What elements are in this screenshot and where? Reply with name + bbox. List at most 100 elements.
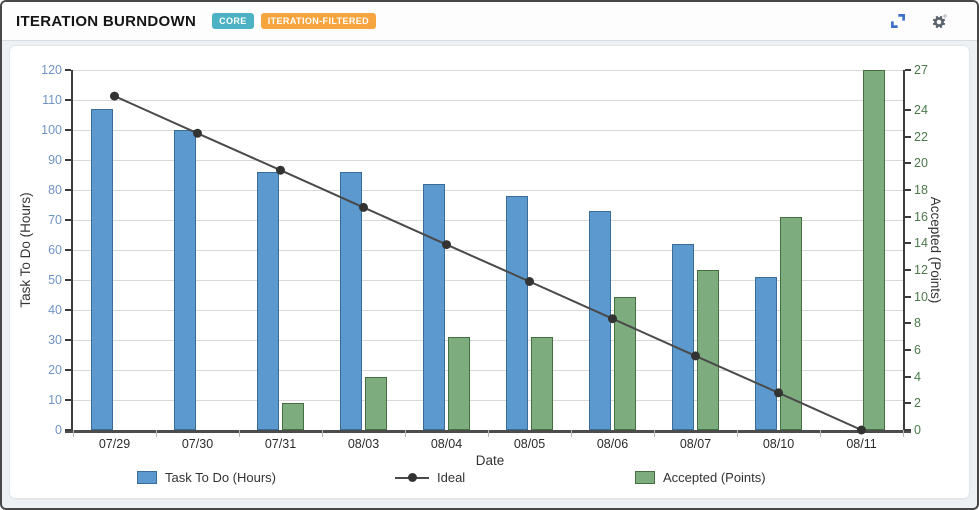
grid-line (73, 400, 903, 401)
y-axis-tick-left (65, 279, 71, 281)
x-axis-boundary-tick (488, 430, 489, 437)
ideal-point[interactable] (691, 351, 700, 361)
bar-accepted[interactable] (780, 216, 802, 430)
chart-panel: Task To Do (Hours) Accepted (Points) Dat… (10, 46, 969, 498)
legend-item-task-to-do-hours[interactable]: Task To Do (Hours) (137, 470, 276, 485)
grid-line (73, 220, 903, 221)
bar-task-to-do[interactable] (91, 109, 113, 430)
ideal-point[interactable] (193, 128, 202, 138)
y-axis-tick-label-left: 20 (48, 363, 62, 377)
bar-accepted[interactable] (282, 403, 304, 430)
y-axis-tick-left (65, 429, 71, 431)
y-axis-tick-label-right: 18 (914, 183, 928, 197)
bar-task-to-do[interactable] (340, 172, 362, 430)
y-axis-tick-left (65, 309, 71, 311)
bar-task-to-do[interactable] (257, 172, 279, 430)
badge-list: CORE ITERATION-FILTERED (212, 13, 377, 29)
y-axis-tick-label-left: 0 (55, 423, 62, 437)
bar-task-to-do[interactable] (174, 130, 196, 430)
x-axis-boundary-tick (239, 430, 240, 437)
bar-task-to-do[interactable] (423, 184, 445, 430)
bar-accepted[interactable] (448, 336, 470, 430)
grid-line (73, 280, 903, 281)
y-axis-tick-left (65, 99, 71, 101)
bar-accepted[interactable] (697, 270, 719, 430)
y-axis-tick-right (905, 402, 911, 405)
grid-line (73, 250, 903, 251)
bar-task-to-do[interactable] (672, 244, 694, 430)
ideal-point[interactable] (774, 388, 783, 398)
ideal-point[interactable] (608, 314, 617, 324)
y-axis-tick-label-right: 2 (914, 396, 921, 411)
y-axis-tick-right (905, 269, 911, 271)
ideal-point[interactable] (857, 425, 866, 435)
y-axis-tick-label-left: 50 (48, 273, 62, 287)
ideal-point[interactable] (359, 202, 368, 212)
legend-item-accepted-points[interactable]: Accepted (Points) (635, 470, 766, 485)
bar-accepted[interactable] (614, 296, 636, 430)
y-axis-tick-right (905, 135, 911, 138)
y-axis-tick-label-left: 80 (48, 183, 62, 197)
y-axis-tick-label-left: 100 (41, 123, 62, 137)
y-axis-tick-left (65, 219, 71, 221)
y-axis-tick-label-right: 0 (914, 423, 921, 437)
bar-task-to-do[interactable] (755, 277, 777, 430)
x-axis-tick-label: 08/05 (513, 437, 546, 451)
y-axis-tick-label-right: 10 (914, 289, 928, 304)
y-axis-line-right (903, 70, 905, 432)
x-axis-title: Date (475, 453, 505, 468)
badge-iteration-filtered: ITERATION-FILTERED (260, 13, 377, 29)
x-axis-tick-label: 08/10 (762, 437, 795, 451)
expand-icon[interactable] (889, 12, 907, 30)
y-axis-tick-right (905, 242, 911, 245)
ideal-point[interactable] (110, 91, 119, 101)
bar-accepted[interactable] (531, 336, 553, 430)
y-axis-tick-right (905, 189, 911, 191)
y-axis-tick-left (65, 69, 71, 71)
y-axis-tick-right (905, 109, 911, 111)
legend-label: Ideal (437, 470, 466, 485)
legend-item-ideal[interactable]: Ideal (395, 470, 465, 485)
y-axis-tick-label-left: 90 (48, 153, 62, 167)
x-axis-tick-label: 08/03 (347, 437, 380, 451)
y-axis-tick-left (65, 249, 71, 251)
ideal-point[interactable] (442, 240, 451, 250)
y-axis-title-right: Accepted (Points) (928, 196, 943, 304)
x-axis-tick-label: 07/29 (98, 437, 131, 451)
y-axis-line-left (71, 70, 73, 432)
grid-line (73, 130, 903, 131)
x-axis-boundary-tick (322, 430, 323, 437)
x-axis-boundary-tick (405, 430, 406, 437)
legend-dot (408, 473, 417, 482)
y-axis-tick-right (905, 375, 911, 378)
y-axis-tick-label-right: 16 (914, 209, 928, 224)
y-axis-tick-label-left: 70 (48, 213, 62, 227)
grid-line (73, 160, 903, 161)
y-axis-tick-label-left: 60 (48, 243, 62, 257)
y-axis-tick-label-right: 8 (914, 316, 921, 331)
y-axis-tick-left (65, 159, 71, 161)
x-axis-tick-label: 07/30 (181, 437, 214, 451)
bar-task-to-do[interactable] (506, 196, 528, 430)
legend-label: Accepted (Points) (663, 470, 766, 485)
x-axis-boundary-tick (73, 430, 74, 437)
x-axis-tick-label: 07/31 (264, 437, 297, 451)
x-axis-boundary-tick (654, 430, 655, 437)
gear-icon[interactable] (931, 12, 949, 30)
ideal-point[interactable] (525, 277, 534, 286)
legend-swatch (635, 471, 655, 484)
grid-line (73, 190, 903, 191)
y-axis-tick-label-left: 110 (42, 93, 62, 107)
bar-accepted[interactable] (365, 376, 387, 430)
grid-line (73, 100, 903, 101)
x-axis-tick-label: 08/04 (430, 437, 463, 451)
y-axis-tick-label-right: 6 (914, 343, 921, 357)
x-axis-tick-label: 08/07 (679, 437, 712, 451)
grid-line (73, 310, 903, 311)
y-axis-tick-label-right: 27 (914, 63, 928, 77)
x-axis-tick-label: 08/06 (596, 437, 629, 451)
y-axis-tick-label-left: 10 (48, 393, 62, 407)
bar-accepted[interactable] (863, 70, 885, 430)
page-title: ITERATION BURNDOWN (16, 12, 197, 30)
ideal-point[interactable] (276, 165, 285, 175)
